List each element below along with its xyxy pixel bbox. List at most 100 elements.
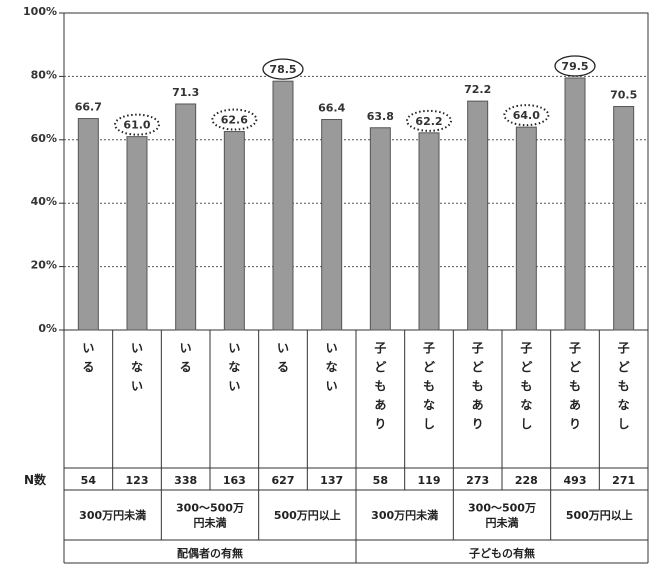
category-label: る: [82, 360, 94, 374]
data-label: 79.5: [561, 60, 588, 73]
category-table: いるいないいるいないいるいない子どもあり子どもなし子どもあり子どもなし子どもあり…: [24, 330, 648, 563]
n-count: 58: [373, 474, 388, 487]
n-count: 119: [418, 474, 441, 487]
y-tick-label: 20%: [31, 259, 57, 272]
category-label: な: [520, 398, 532, 412]
bar: [370, 128, 390, 330]
n-count: 273: [466, 474, 489, 487]
category-label: な: [423, 398, 435, 412]
bar: [468, 101, 488, 330]
data-label: 66.4: [318, 102, 345, 115]
n-count: 338: [174, 474, 197, 487]
data-label: 62.6: [221, 114, 248, 127]
category-label: い: [131, 379, 143, 393]
y-tick-label: 80%: [31, 68, 57, 81]
category-label: い: [326, 379, 338, 393]
category-label: あ: [374, 398, 386, 412]
bar: [176, 104, 196, 330]
n-count: 137: [320, 474, 343, 487]
category-label: い: [326, 341, 338, 355]
y-tick-label: 0%: [38, 322, 57, 335]
y-axis-ticks: 0% 20% 40% 60% 80% 100%: [23, 5, 64, 335]
bar: [273, 81, 293, 330]
n-count: 271: [612, 474, 635, 487]
category-label: ど: [423, 360, 435, 374]
category-label: し: [423, 417, 435, 431]
category-label: い: [277, 341, 289, 355]
category-label: も: [520, 379, 532, 393]
data-label: 63.8: [367, 110, 394, 123]
data-label: 64.0: [513, 109, 540, 122]
bars: [78, 78, 633, 330]
income-group-label: 300万円未満: [371, 508, 438, 522]
n-count: 123: [126, 474, 149, 487]
n-count: 54: [81, 474, 97, 487]
y-tick-label: 60%: [31, 132, 57, 145]
category-label: な: [618, 398, 630, 412]
income-group-label: 500万円以上: [274, 508, 341, 522]
n-count: 228: [515, 474, 538, 487]
income-group-label: 円未満: [194, 516, 227, 530]
data-label: 71.3: [172, 86, 199, 99]
category-label: ど: [520, 360, 532, 374]
category-label: 子: [569, 341, 581, 355]
bar: [565, 78, 585, 330]
category-label: い: [82, 341, 94, 355]
category-label: も: [618, 379, 630, 393]
n-count: 163: [223, 474, 246, 487]
category-label: し: [520, 417, 532, 431]
category-label: り: [569, 417, 581, 431]
data-label: 66.7: [75, 101, 102, 114]
category-label: 子: [520, 341, 532, 355]
data-label: 78.5: [269, 63, 296, 76]
category-label: し: [618, 417, 630, 431]
category-label: 子: [374, 341, 386, 355]
n-count: 627: [272, 474, 295, 487]
category-label: 子: [618, 341, 630, 355]
y-tick-label: 40%: [31, 195, 57, 208]
section-label: 子どもの有無: [469, 546, 535, 560]
bar: [322, 120, 342, 330]
category-label: ど: [472, 360, 484, 374]
income-group-label: 300〜500万: [176, 502, 244, 515]
category-label: り: [472, 417, 484, 431]
y-tick-label: 100%: [23, 5, 57, 18]
category-label: り: [374, 417, 386, 431]
income-group-label: 300〜500万: [468, 502, 536, 515]
bar: [419, 133, 439, 330]
category-label: い: [228, 341, 240, 355]
n-label: N数: [24, 472, 47, 487]
data-label: 61.0: [123, 119, 150, 132]
value-labels: 66.7 61.0 71.3 62.6 78.5 66.4 63.8 62.2 72.2 64.0…: [75, 56, 637, 135]
category-label: 子: [472, 341, 484, 355]
category-label: な: [228, 360, 240, 374]
bar: [516, 127, 536, 330]
income-group-label: 500万円以上: [566, 508, 633, 522]
income-group-label: 300万円未満: [79, 508, 146, 522]
bar: [127, 137, 147, 330]
category-label: る: [180, 360, 192, 374]
bar: [224, 132, 244, 330]
n-count: 493: [564, 474, 587, 487]
category-label: る: [277, 360, 289, 374]
category-label: も: [472, 379, 484, 393]
category-label: あ: [472, 398, 484, 412]
bar: [78, 119, 98, 330]
category-label: も: [423, 379, 435, 393]
income-group-label: 円未満: [486, 516, 519, 530]
category-label: な: [326, 360, 338, 374]
data-label: 62.2: [415, 115, 442, 128]
bar: [614, 107, 634, 330]
category-label: あ: [569, 398, 581, 412]
category-label: ど: [374, 360, 386, 374]
category-label: ど: [618, 360, 630, 374]
category-label: な: [131, 360, 143, 374]
data-label: 72.2: [464, 83, 491, 96]
category-label: も: [374, 379, 386, 393]
category-label: い: [131, 341, 143, 355]
category-label: も: [569, 379, 581, 393]
data-label: 70.5: [610, 89, 637, 102]
category-label: 子: [423, 341, 435, 355]
category-label: い: [228, 379, 240, 393]
